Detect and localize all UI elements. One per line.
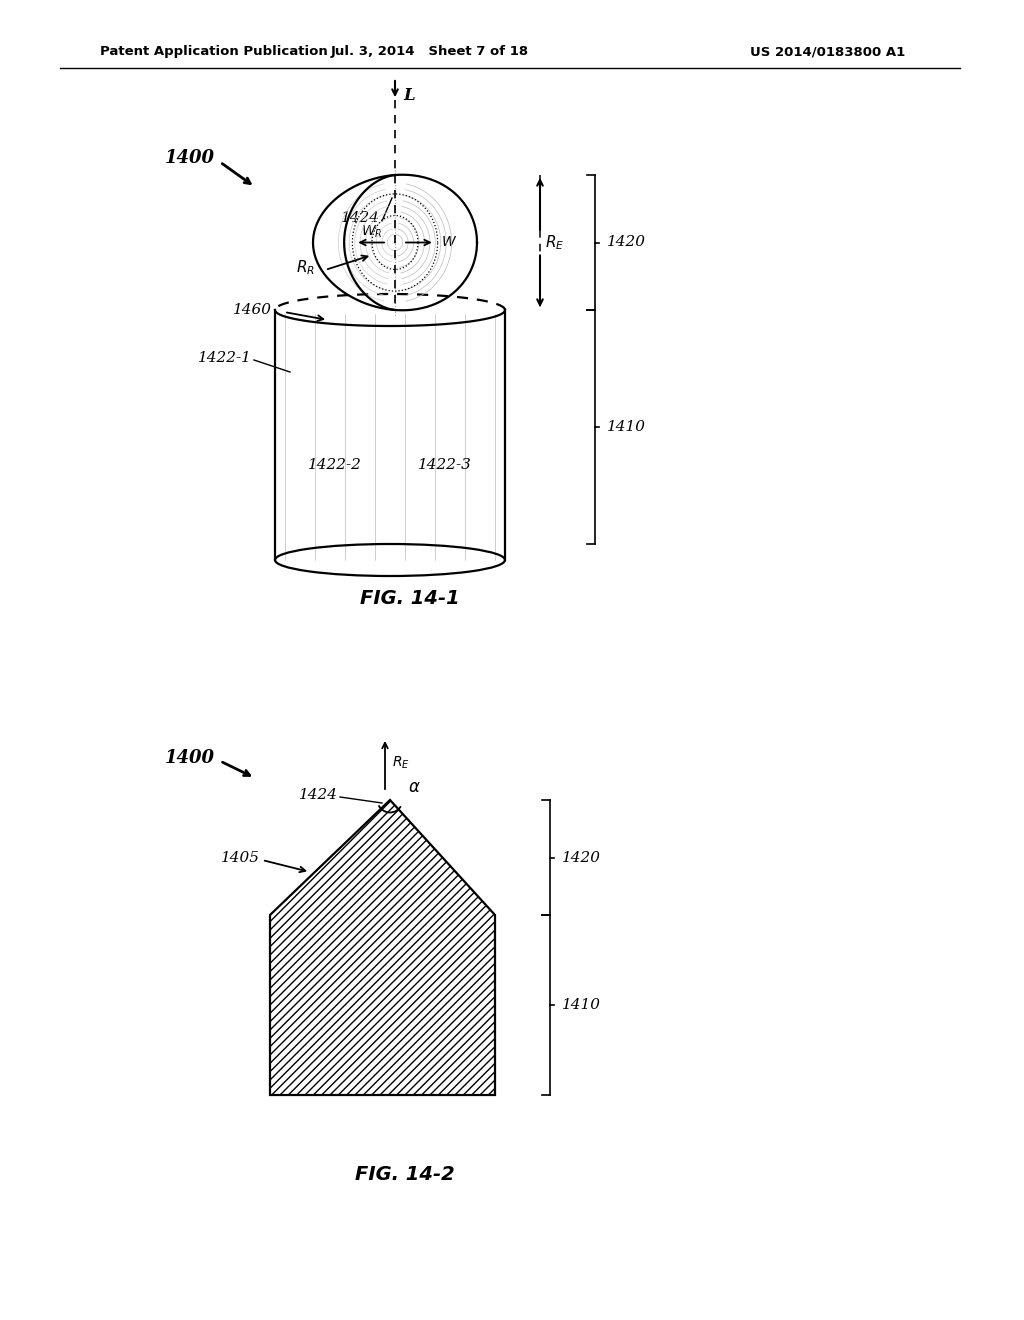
Text: 1422-1: 1422-1 xyxy=(198,351,252,366)
Text: $R_R$: $R_R$ xyxy=(296,259,315,277)
Text: $R_E$: $R_E$ xyxy=(392,755,410,771)
Text: $R_E$: $R_E$ xyxy=(545,234,564,252)
Text: US 2014/0183800 A1: US 2014/0183800 A1 xyxy=(750,45,905,58)
Text: L: L xyxy=(403,87,415,103)
Text: 1400: 1400 xyxy=(165,748,215,767)
Polygon shape xyxy=(270,800,495,1096)
Text: 1420: 1420 xyxy=(607,235,646,249)
Text: 1410: 1410 xyxy=(607,420,646,434)
Text: FIG. 14-1: FIG. 14-1 xyxy=(360,589,460,607)
Text: 1400: 1400 xyxy=(165,149,215,168)
Text: 1424: 1424 xyxy=(299,788,338,803)
Text: 1422-3: 1422-3 xyxy=(418,458,472,473)
Text: 1424: 1424 xyxy=(341,211,380,224)
Text: Patent Application Publication: Patent Application Publication xyxy=(100,45,328,58)
Text: $\alpha$: $\alpha$ xyxy=(408,780,421,796)
Text: FIG. 14-2: FIG. 14-2 xyxy=(355,1166,455,1184)
Text: 1460: 1460 xyxy=(233,304,272,317)
Text: 1420: 1420 xyxy=(562,850,601,865)
Text: 1422-2: 1422-2 xyxy=(308,458,361,473)
Text: Jul. 3, 2014   Sheet 7 of 18: Jul. 3, 2014 Sheet 7 of 18 xyxy=(331,45,529,58)
Text: $W_R$: $W_R$ xyxy=(361,224,383,240)
Text: $W$: $W$ xyxy=(440,235,457,249)
Text: 1405: 1405 xyxy=(221,851,260,865)
Text: 1410: 1410 xyxy=(562,998,601,1012)
